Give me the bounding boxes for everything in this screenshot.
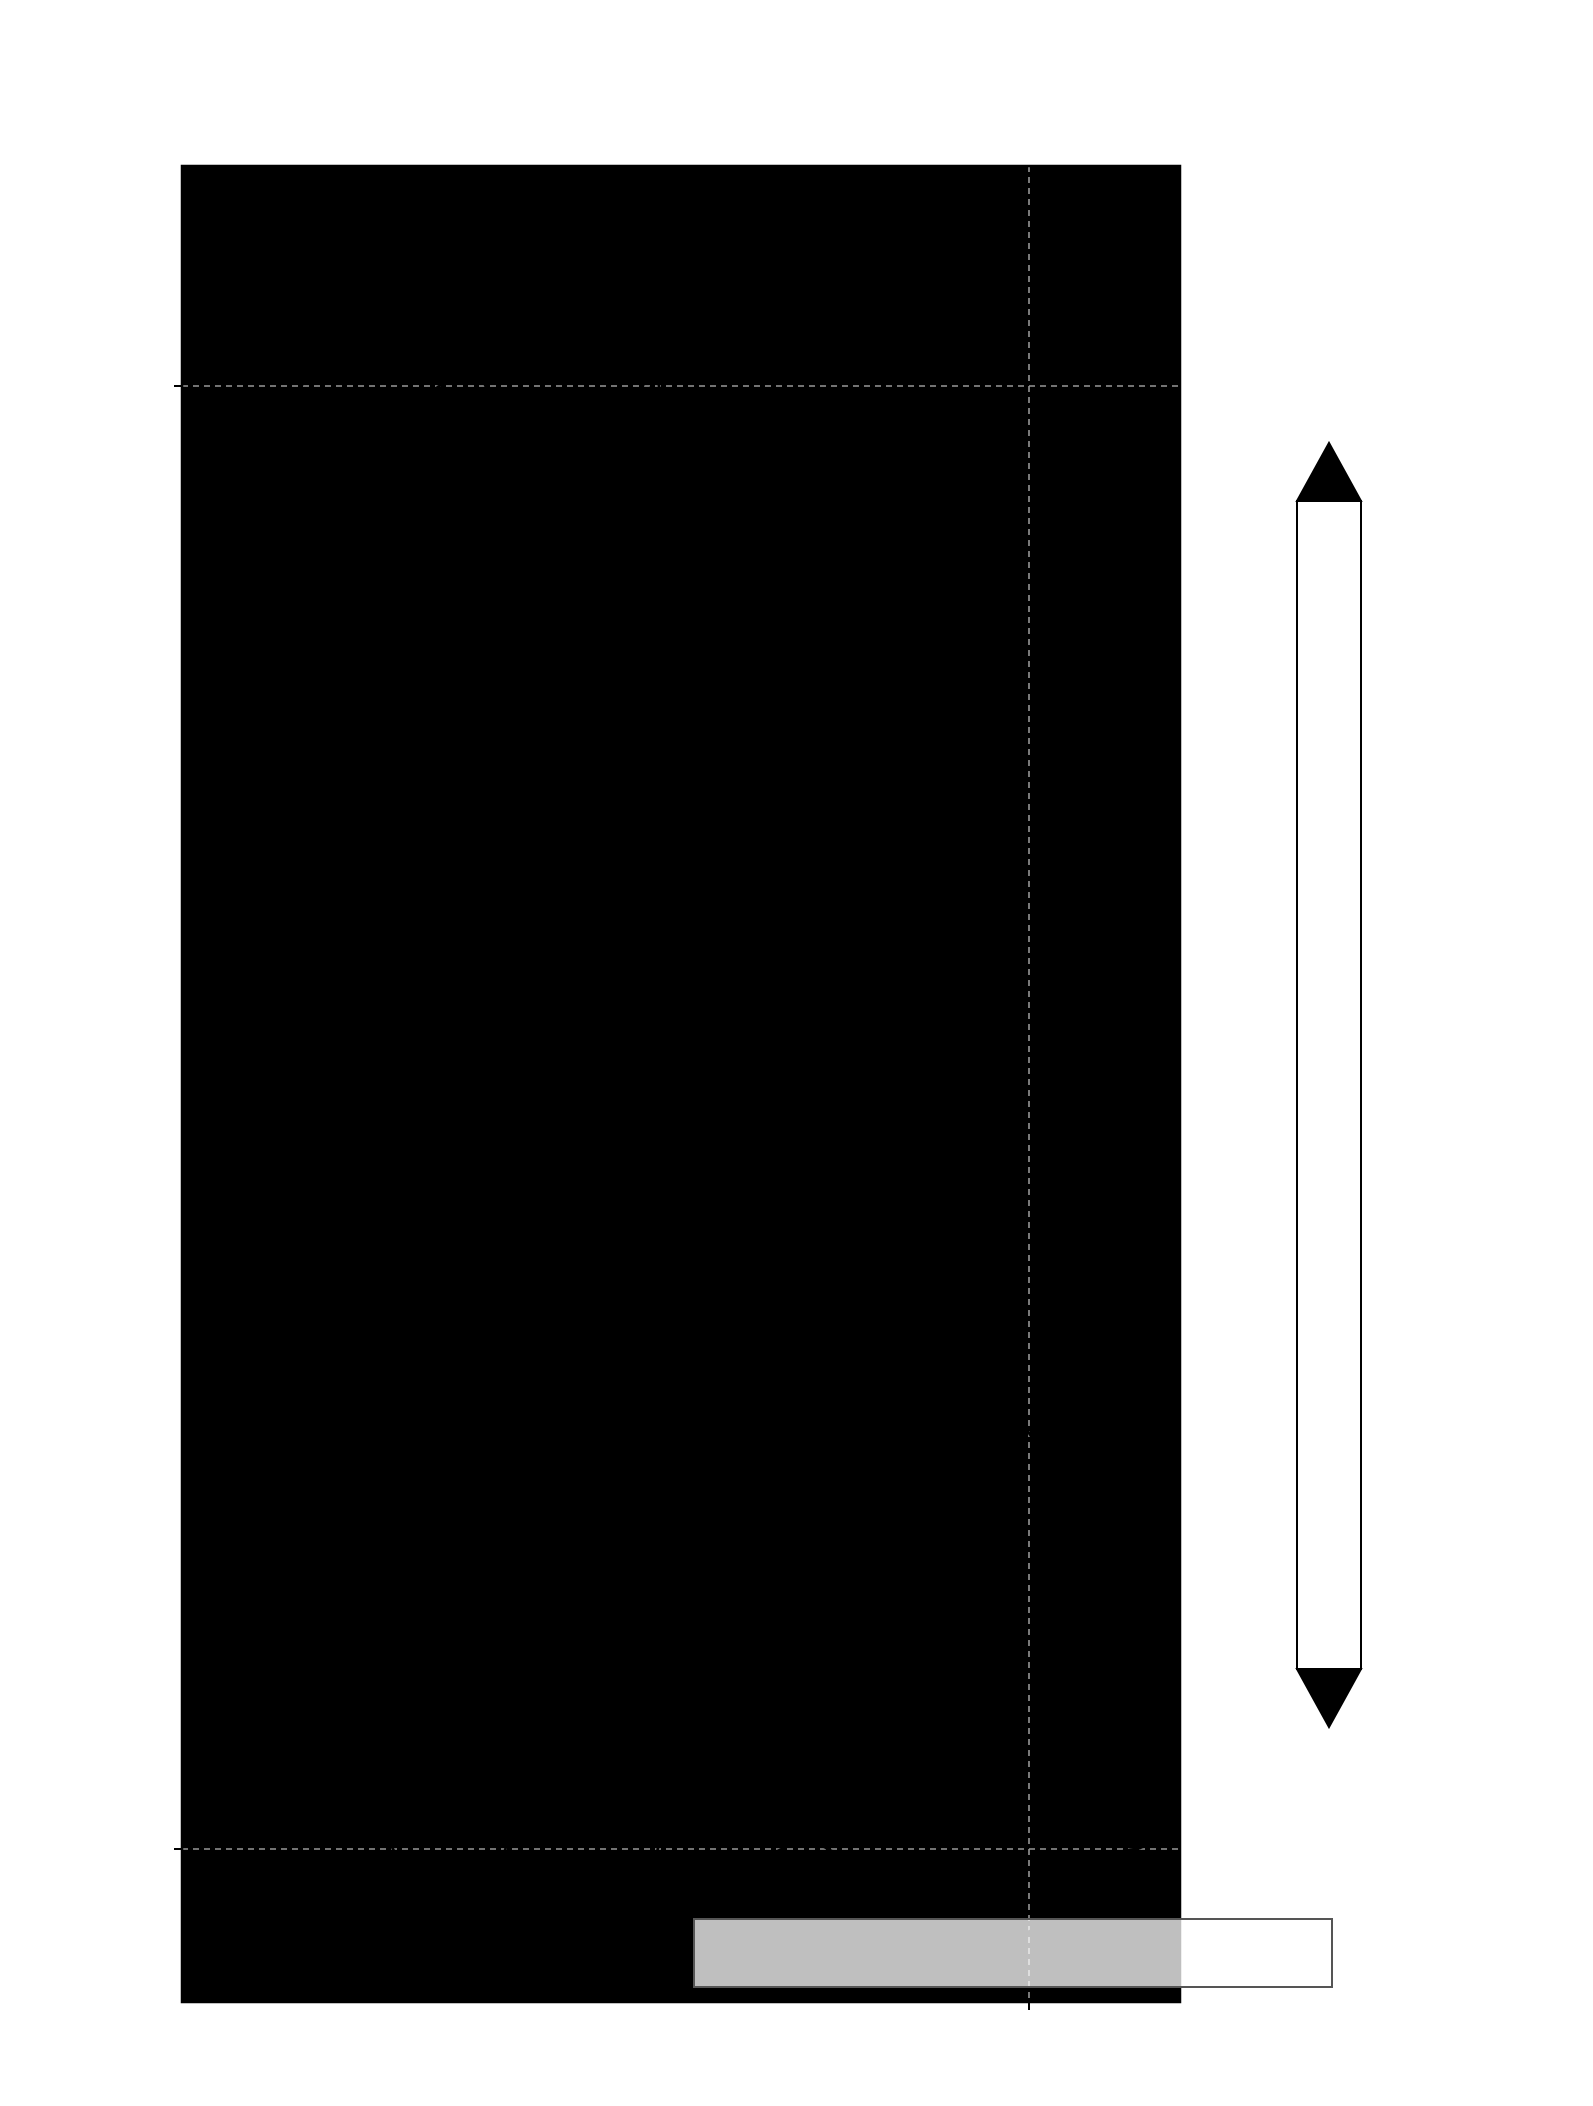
gridlines	[182, 166, 1180, 2002]
colorbar-outline	[1296, 500, 1362, 1670]
region-boundary	[182, 166, 1180, 2002]
axis-ticks	[174, 385, 1030, 2010]
colorbar-extend-max	[1295, 440, 1363, 502]
anomaly-zone-050-100	[718, 168, 1180, 2002]
colorbar	[1295, 440, 1363, 1730]
map-frame	[180, 164, 1182, 2004]
colorbar-extend-min	[1295, 1668, 1363, 1730]
anomaly-fill	[182, 166, 1180, 2002]
anomaly-zone-000-025	[182, 1270, 424, 2002]
credit-box	[693, 1918, 1333, 1988]
